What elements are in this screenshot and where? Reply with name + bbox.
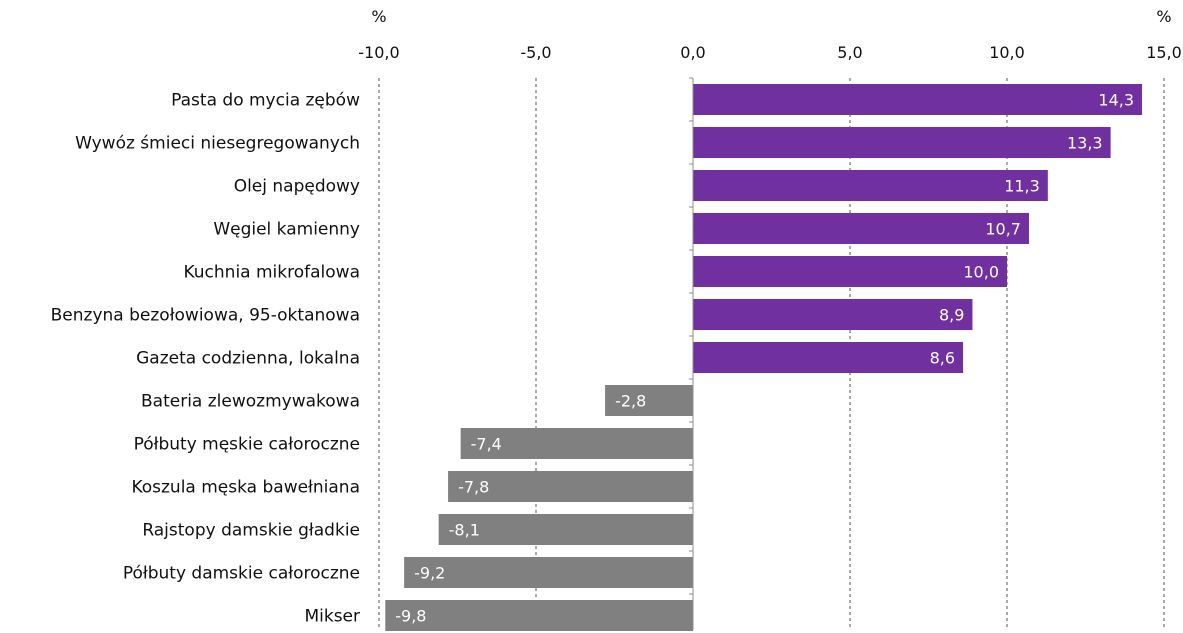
bar-value-label: 13,3	[1067, 134, 1103, 153]
bar	[693, 213, 1029, 244]
bar-value-label: -7,4	[471, 435, 502, 454]
bar	[385, 600, 693, 631]
bars: 14,3 13,3 11,3 10,7 10,0 8,9 8,6 -2,8 -7,4 -7,8 -8…	[385, 84, 1143, 631]
bar-value-label: 10,7	[985, 220, 1021, 239]
bar-value-label: -7,8	[458, 478, 489, 497]
bar-value-label: 8,6	[930, 349, 955, 368]
bar-value-label: -2,8	[615, 392, 646, 411]
unit-label-right: %	[1156, 7, 1171, 26]
category-label: Gazeta codzienna, lokalna	[136, 349, 360, 369]
bar	[693, 170, 1048, 201]
category-labels: Pasta do mycia zębów Wywóz śmieci niesegr…	[51, 91, 360, 627]
x-tick-label: -10,0	[358, 43, 399, 62]
category-label: Wywóz śmieci niesegregowanych	[75, 134, 360, 154]
bar	[460, 428, 693, 459]
category-label: Olej napędowy	[234, 177, 360, 197]
category-label: Koszula męska bawełniana	[131, 478, 360, 498]
bar	[448, 471, 693, 502]
category-label: Mikser	[304, 607, 360, 627]
unit-label-left: %	[371, 7, 386, 26]
bar-value-label: 8,9	[939, 306, 964, 325]
bar-value-label: -9,2	[414, 564, 445, 583]
bar	[693, 342, 964, 373]
category-label: Węgiel kamienny	[213, 220, 360, 240]
bar	[404, 557, 693, 588]
x-tick-label: 5,0	[837, 43, 862, 62]
bar-value-label: -8,1	[449, 521, 480, 540]
bar	[693, 84, 1143, 115]
category-label: Kuchnia mikrofalowa	[183, 263, 360, 283]
zero-axis	[689, 77, 694, 630]
bar	[605, 385, 693, 416]
bar-value-label: 14,3	[1098, 91, 1134, 110]
category-label: Pasta do mycia zębów	[171, 91, 360, 111]
x-tick-label: 15,0	[1146, 43, 1182, 62]
category-label: Półbuty męskie całoroczne	[134, 435, 360, 455]
bar	[693, 299, 973, 330]
bar-value-label: 11,3	[1004, 177, 1040, 196]
bar-value-label: -9,8	[395, 607, 426, 626]
x-axis-tick-labels: -10,0 -5,0 0,0 5,0 10,0 15,0	[358, 43, 1182, 62]
bar-value-label: 10,0	[963, 263, 999, 282]
x-tick-label: 10,0	[989, 43, 1025, 62]
x-tick-label: 0,0	[680, 43, 705, 62]
bar	[693, 256, 1007, 287]
x-tick-label: -5,0	[520, 43, 551, 62]
category-label: Rajstopy damskie gładkie	[142, 521, 360, 541]
category-label: Bateria zlewozmywakowa	[141, 392, 360, 412]
bar	[438, 514, 693, 545]
category-label: Benzyna bezołowiowa, 95-oktanowa	[51, 306, 360, 326]
category-label: Półbuty damskie całoroczne	[123, 564, 360, 584]
bar	[693, 127, 1111, 158]
